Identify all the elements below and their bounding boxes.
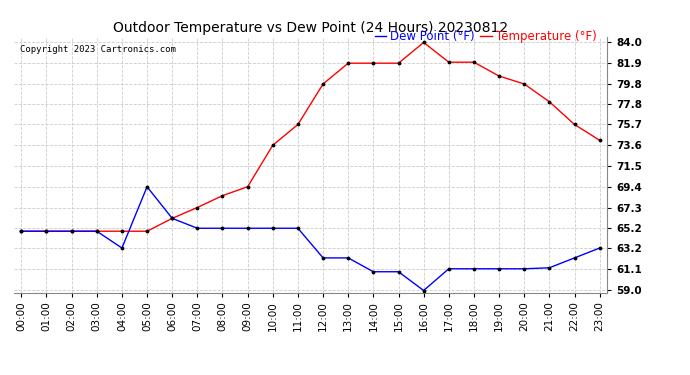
Legend: Dew Point (°F), Temperature (°F): Dew Point (°F), Temperature (°F) [370, 26, 601, 48]
Text: Copyright 2023 Cartronics.com: Copyright 2023 Cartronics.com [20, 45, 176, 54]
Title: Outdoor Temperature vs Dew Point (24 Hours) 20230812: Outdoor Temperature vs Dew Point (24 Hou… [113, 21, 508, 35]
